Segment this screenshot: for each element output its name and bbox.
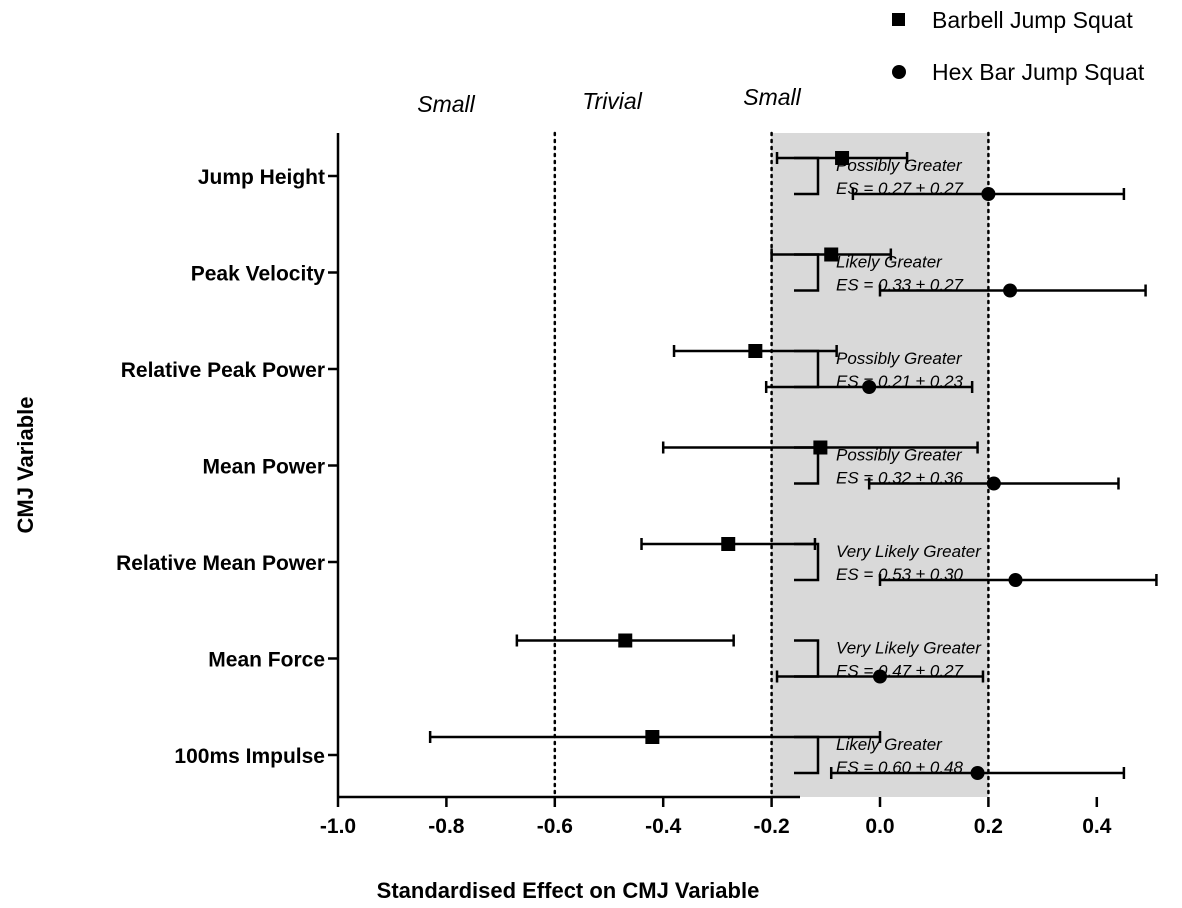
barbell-point: [835, 151, 850, 165]
x-tick-label: -0.8: [428, 815, 465, 838]
hexbar-point: [1008, 573, 1023, 587]
zone-label: Small: [743, 84, 801, 110]
x-ticks-layer: -1.0-0.8-0.6-0.4-0.20.00.20.40.6: [320, 797, 1112, 838]
zone-label: Trivial: [582, 88, 643, 114]
barbell-point: [645, 730, 660, 744]
hexbar-point: [970, 766, 985, 780]
y-axis-title: CMJ Variable: [13, 397, 38, 534]
x-tick-label: 0.4: [1082, 815, 1112, 838]
trivial-band-layer: [770, 131, 990, 799]
comparison-bracket: [794, 735, 820, 775]
barbell-point: [748, 344, 763, 358]
legend-label-hexbar: Hex Bar Jump Squat: [932, 59, 1145, 85]
series-layer: [428, 151, 1158, 780]
comparison-bracket: [794, 446, 820, 485]
legend: Barbell Jump Squat Hex Bar Jump Squat: [892, 7, 1145, 85]
legend-label-barbell: Barbell Jump Squat: [932, 7, 1133, 33]
annotation-effect-size: ES = 0.33 ± 0.27: [836, 276, 964, 295]
annotation-likelihood: Possibly Greater: [836, 156, 963, 175]
hexbar-point: [986, 476, 1001, 491]
category-label: Mean Power: [202, 456, 325, 479]
zone-label: Small: [417, 91, 475, 117]
annotation-effect-size: ES = 0.53 ± 0.30: [836, 565, 964, 584]
barbell-point: [721, 537, 736, 551]
annotation-likelihood: Possibly Greater: [836, 349, 963, 368]
x-tick-label: -0.2: [754, 815, 790, 838]
comparison-bracket: [794, 542, 820, 582]
x-tick-label: -1.0: [320, 815, 356, 838]
category-label: Relative Peak Power: [121, 359, 325, 382]
category-label: 100ms Impulse: [174, 745, 325, 768]
annotation-effect-size: ES = 0.47 ± 0.27: [836, 662, 964, 681]
annotation-likelihood: Likely Greater: [836, 735, 943, 754]
comparison-bracket: [794, 156, 820, 196]
x-tick-label: 0.2: [974, 815, 1003, 838]
x-axis-title: Standardised Effect on CMJ Variable: [377, 878, 760, 903]
annotations-layer: Possibly Greater ES = 0.27 ± 0.27 Likely G…: [794, 156, 982, 777]
annotation-effect-size: ES = 0.21 ± 0.23: [836, 372, 964, 391]
legend-square-marker: [892, 13, 905, 26]
zone-labels-layer: Small Trivial Small: [417, 84, 801, 117]
category-label: Mean Force: [208, 649, 325, 672]
category-label: Relative Mean Power: [116, 552, 325, 575]
category-label: Peak Velocity: [191, 263, 326, 286]
x-tick-label: 0.0: [865, 815, 894, 838]
hexbar-point: [1003, 283, 1018, 298]
annotation-effect-size: ES = 0.32 ± 0.36: [836, 469, 964, 488]
hexbar-point: [873, 669, 887, 684]
legend-circle-marker: [892, 65, 906, 79]
axes-layer: [336, 133, 800, 799]
category-label: Jump Height: [198, 166, 325, 189]
annotation-likelihood: Possibly Greater: [836, 446, 963, 465]
comparison-bracket: [794, 349, 820, 389]
hexbar-point: [862, 380, 877, 394]
annotation-effect-size: ES = 0.60 ± 0.48: [836, 758, 964, 777]
hexbar-point: [981, 187, 996, 201]
comparison-bracket: [794, 639, 820, 678]
y-ticks-layer: Jump Height Peak Velocity Relative Peak Po…: [116, 166, 338, 768]
x-tick-label: -0.4: [645, 815, 682, 838]
x-tick-label: -0.6: [537, 815, 573, 838]
annotation-effect-size: ES = 0.27 ± 0.27: [836, 179, 964, 198]
barbell-point: [618, 633, 633, 648]
annotation-likelihood: Very Likely Greater: [836, 639, 982, 658]
threshold-lines-layer: [553, 131, 557, 799]
barbell-point: [824, 247, 839, 262]
annotation-likelihood: Very Likely Greater: [836, 542, 982, 561]
comparison-bracket: [794, 253, 820, 292]
annotation-likelihood: Likely Greater: [836, 253, 943, 272]
trivial-band: [771, 133, 989, 797]
